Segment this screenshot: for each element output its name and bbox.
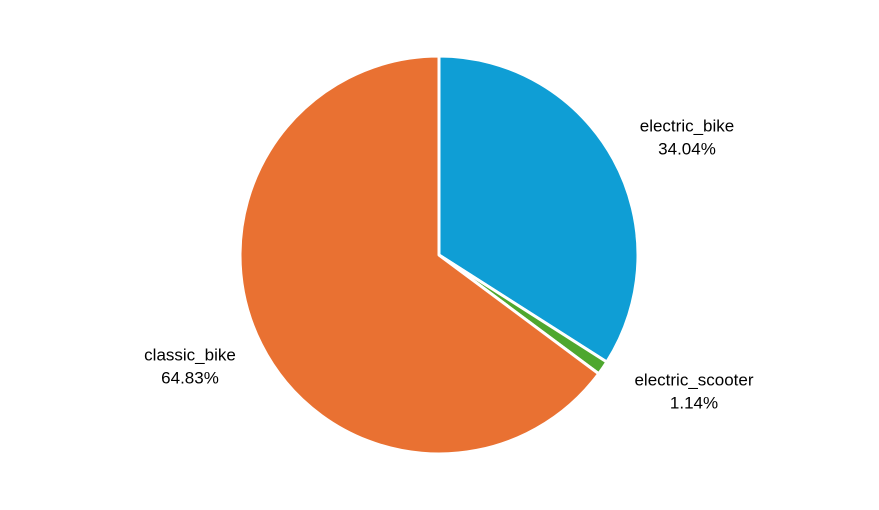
- slice-percent-electric-bike: 34.04%: [658, 139, 716, 158]
- pie-slice-classic-bike: [238, 54, 601, 456]
- pie-labels: electric_bike 34.04% electric_scooter 1.14%…: [144, 116, 754, 412]
- slice-label-electric-scooter: electric_scooter: [634, 370, 753, 389]
- slice-percent-classic-bike: 64.83%: [161, 368, 219, 387]
- slice-label-classic-bike: classic_bike: [144, 345, 236, 364]
- slice-label-electric-bike: electric_bike: [640, 116, 735, 135]
- slice-percent-electric-scooter: 1.14%: [670, 393, 718, 412]
- pie-slices: [238, 54, 640, 456]
